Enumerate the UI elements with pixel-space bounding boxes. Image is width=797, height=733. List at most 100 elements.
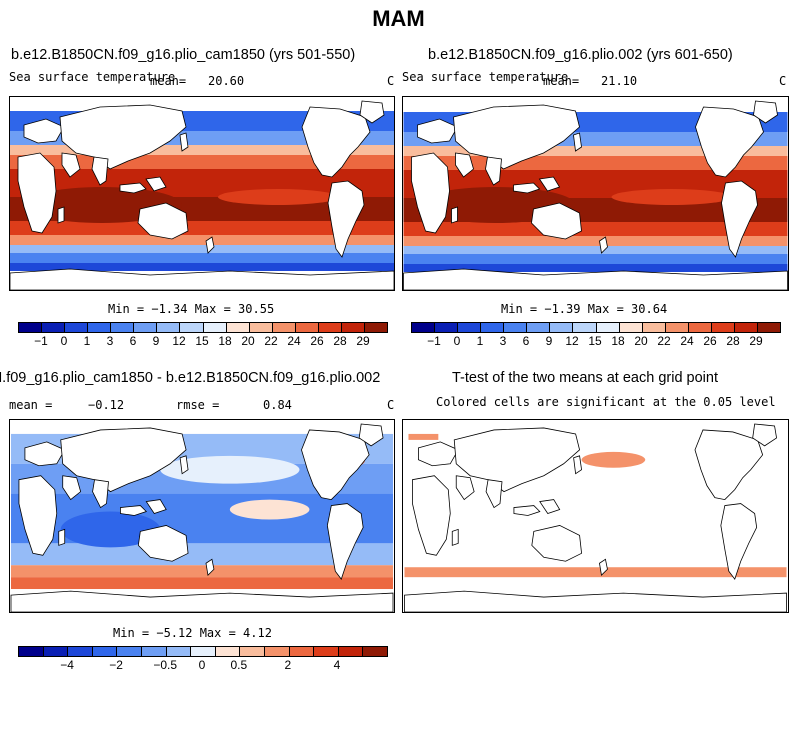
colorbar-swatch bbox=[179, 323, 203, 332]
panel-1-variable: Sea surface temperature bbox=[9, 70, 176, 84]
panel-2-variable: Sea surface temperature bbox=[402, 70, 569, 84]
asia-outline bbox=[60, 427, 187, 493]
colorbar-swatch bbox=[263, 647, 289, 656]
japan-outline bbox=[573, 455, 583, 475]
antarctica-outline bbox=[404, 590, 787, 612]
south-america-outline bbox=[720, 503, 758, 581]
colorbar-tick-label: 22 bbox=[264, 334, 278, 348]
diff-band bbox=[10, 543, 394, 566]
colorbar-tick-label: 28 bbox=[333, 334, 347, 348]
colorbar-tick-label: 18 bbox=[218, 334, 232, 348]
colorbar-swatch bbox=[549, 323, 573, 332]
panel-3-rmse-value: 0.84 bbox=[263, 398, 292, 412]
colorbar-swatch bbox=[42, 647, 68, 656]
southern-ocean-significance bbox=[404, 567, 787, 578]
colorbar-tick-label: 1 bbox=[476, 334, 484, 348]
panel-4-subtitle: Colored cells are significant at the 0.0… bbox=[436, 395, 776, 409]
colorbar-swatch bbox=[110, 323, 134, 332]
india-outline bbox=[91, 156, 109, 186]
colorbar-tick-label: 6 bbox=[522, 334, 530, 348]
colorbar-swatch bbox=[248, 323, 272, 332]
africa-outline bbox=[17, 152, 57, 234]
colorbar-tick-label: 12 bbox=[172, 334, 186, 348]
panel-2-mean-value: 21.10 bbox=[601, 74, 638, 88]
greenland-outline bbox=[753, 100, 778, 124]
sst-band bbox=[10, 245, 394, 253]
india-outline bbox=[485, 156, 502, 186]
colorbar-swatch bbox=[457, 323, 481, 332]
colorbar-swatch bbox=[294, 323, 318, 332]
diff-band bbox=[10, 565, 394, 578]
colorbar-swatch bbox=[337, 647, 363, 656]
equatorial-tongue bbox=[611, 189, 732, 205]
colorbar-swatch bbox=[363, 323, 387, 332]
sst-band bbox=[10, 253, 394, 263]
neutral-region bbox=[160, 455, 300, 484]
colorbar-tick-label: −1 bbox=[427, 334, 441, 348]
colorbar-tick-label: 0 bbox=[453, 334, 461, 348]
colorbar-swatch bbox=[340, 323, 364, 332]
australia-outline bbox=[531, 202, 582, 240]
colorbar-tick-label: 20 bbox=[241, 334, 255, 348]
diff-band bbox=[10, 577, 394, 590]
colorbar-swatch bbox=[317, 323, 341, 332]
panel-2-title: b.e12.B1850CN.f09_g16.plio.002 (yrs 601-… bbox=[428, 47, 733, 63]
arabia-outline bbox=[61, 152, 81, 178]
colorbar-swatch bbox=[412, 323, 435, 332]
madagascar-outline bbox=[451, 206, 458, 224]
colorbar-swatch bbox=[19, 647, 43, 656]
colorbar-swatch bbox=[156, 323, 180, 332]
colorbar-tick-label: −4 bbox=[60, 658, 74, 672]
colorbar-tick-label: 24 bbox=[287, 334, 301, 348]
colorbar-tick-label: 0 bbox=[60, 334, 68, 348]
panel-4-map bbox=[402, 419, 789, 613]
africa-outline bbox=[412, 475, 451, 556]
north-pacific-significance bbox=[581, 451, 646, 468]
south-america-outline bbox=[721, 180, 758, 258]
panel-3-units: C bbox=[387, 398, 395, 412]
difference-field bbox=[10, 420, 394, 612]
colorbar-tick-label: 0.5 bbox=[230, 658, 248, 672]
colorbar-swatch bbox=[64, 323, 88, 332]
colorbar-swatch bbox=[140, 647, 166, 656]
antarctica-outline bbox=[10, 268, 394, 290]
colorbar-tick-label: 26 bbox=[703, 334, 717, 348]
colorbar-tick-label: 4 bbox=[333, 658, 341, 672]
europe-outline bbox=[417, 118, 459, 144]
colorbar-tick-label: 29 bbox=[356, 334, 370, 348]
panel-3-colorbar bbox=[18, 646, 388, 657]
panel-2-mean-label: mean= bbox=[543, 74, 580, 88]
japan-outline bbox=[573, 132, 582, 152]
panel-3-map bbox=[9, 419, 395, 613]
greenland-outline bbox=[752, 423, 777, 447]
australia-outline bbox=[137, 525, 189, 562]
panel-4-title: T-test of the two means at each grid poi… bbox=[452, 370, 718, 386]
sst-band bbox=[403, 254, 788, 264]
asia-outline bbox=[453, 427, 581, 493]
panel-1-colorbar bbox=[18, 322, 388, 333]
madagascar-outline bbox=[451, 528, 459, 546]
colorbar-tick-label: −0.5 bbox=[153, 658, 178, 672]
colorbar-swatch bbox=[733, 323, 757, 332]
colorbar-swatch bbox=[572, 323, 596, 332]
colorbar-swatch bbox=[480, 323, 504, 332]
panel-2-minmax: Min = −1.39 Max = 30.64 bbox=[501, 302, 668, 316]
significance-field bbox=[404, 420, 787, 612]
colorbar-swatch bbox=[87, 323, 111, 332]
colorbar-swatch bbox=[67, 647, 92, 656]
colorbar-swatch bbox=[19, 323, 42, 332]
equatorial-tongue bbox=[218, 189, 338, 205]
panel-1-minmax: Min = −1.34 Max = 30.55 bbox=[108, 302, 275, 316]
colorbar-swatch bbox=[434, 323, 458, 332]
indonesia-2-outline bbox=[539, 499, 561, 514]
panel-3-title: b.e12.B1850CN.f09_g16.plio_cam1850 - b.e… bbox=[0, 370, 381, 386]
panel-3-title-clip: b.e12.B1850CN.f09_g16.plio_cam1850 - b.e… bbox=[0, 370, 452, 390]
arabia-outline bbox=[455, 152, 474, 178]
panel-3-minmax: Min = −5.12 Max = 4.12 bbox=[113, 626, 272, 640]
colorbar-swatch bbox=[710, 323, 734, 332]
madagascar-outline bbox=[57, 206, 65, 224]
colorbar-tick-label: 18 bbox=[611, 334, 625, 348]
sst-band bbox=[10, 145, 394, 155]
new-zealand-outline bbox=[205, 236, 215, 254]
europe-outline bbox=[418, 441, 459, 467]
